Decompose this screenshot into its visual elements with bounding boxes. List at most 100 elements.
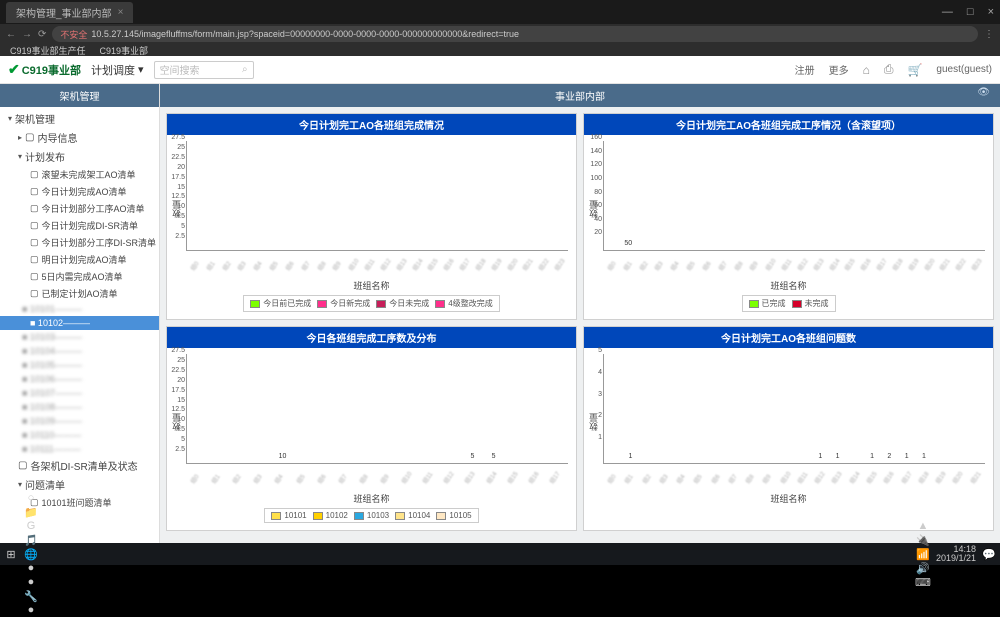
address-bar: ← → ⟳ 不安全 10.5.27.145/imagefluffms/form/… xyxy=(0,24,1000,44)
minimize-icon[interactable]: — xyxy=(942,6,953,18)
sidebar-item-blur[interactable]: ■ 10107——— xyxy=(0,386,159,400)
taskbar-app-icon[interactable]: G xyxy=(24,519,38,533)
sidebar-item-blur[interactable]: ■ 10104——— xyxy=(0,344,159,358)
folder-icon: ▢ xyxy=(25,132,34,143)
search-icon: ⌕ xyxy=(242,64,248,75)
taskbar-app-icon[interactable]: 🌐 xyxy=(24,547,38,561)
legend-swatch xyxy=(436,512,446,520)
sidebar-item-plan-child[interactable]: ▢已制定计划AO清单 xyxy=(0,285,159,302)
nav-dropdown[interactable]: 计划调度 ▾ xyxy=(91,62,144,78)
tab-title: 架构管理_事业部内部 xyxy=(16,5,112,20)
home-icon[interactable]: ⌂ xyxy=(863,63,870,77)
sidebar-item-disr[interactable]: ▢各架机DI-SR清单及状态 xyxy=(0,456,159,475)
legend-swatch xyxy=(792,300,802,308)
start-icon[interactable]: ⊞ xyxy=(4,547,18,561)
notification-icon[interactable]: 💬 xyxy=(982,547,996,561)
content: 事业部内部 👁 今日计划完工AO各班组完成情况 数量2.557.51012.51… xyxy=(160,84,1000,543)
sidebar-item-blur[interactable]: ■ 10111——— xyxy=(0,442,159,456)
eye-icon[interactable]: 👁 xyxy=(977,87,990,98)
search-input[interactable]: 空间搜索 ⌕ xyxy=(154,61,254,79)
sidebar-item-navinfo[interactable]: ▸▢内导信息 xyxy=(0,128,159,147)
sidebar-item-blur[interactable]: ■ 10109——— xyxy=(0,414,159,428)
chart-plot: 2040608010012014016050组0组1组2组3组4组5组6组7组8… xyxy=(603,141,985,251)
taskbar-app-icon[interactable]: 🎵 xyxy=(24,533,38,547)
sidebar-item-blur[interactable]: ■ 10103——— xyxy=(0,330,159,344)
sidebar-tree: ▾架机管理 ▸▢内导信息 ▾计划发布 ▢滚望未完成架工AO清单▢今日计划完成AO… xyxy=(0,107,159,513)
legend-item: 今日前已完成 xyxy=(250,298,311,309)
sidebar-item-plan-child[interactable]: ▢今日计划完成AO清单 xyxy=(0,183,159,200)
chart-plot: 2.557.51012.51517.52022.52527.5组0组1组2组3组… xyxy=(186,141,568,251)
nav-forward-icon[interactable]: → xyxy=(22,29,32,40)
tray-icon[interactable]: 📶 xyxy=(916,547,930,561)
taskbar-app-icon[interactable]: 🔧 xyxy=(24,589,38,603)
legend-item: 10101 xyxy=(271,511,306,520)
sidebar-item-plan-child[interactable]: ▢今日计划部分工序AO清单 xyxy=(0,200,159,217)
browser-tab[interactable]: 架构管理_事业部内部 × xyxy=(6,2,133,23)
bookmark-item[interactable]: C919事业部生产任 xyxy=(10,44,86,57)
close-icon[interactable]: × xyxy=(118,7,124,18)
tray-icon[interactable]: ▲ xyxy=(916,519,930,533)
chevron-down-icon: ▾ xyxy=(138,63,144,76)
content-header: 事业部内部 👁 xyxy=(160,84,1000,107)
cart-icon[interactable]: 🛒 xyxy=(907,63,922,77)
doc-icon: ▢ xyxy=(30,237,39,248)
nav-back-icon[interactable]: ← xyxy=(6,29,16,40)
caret-down-icon: ▾ xyxy=(18,480,22,489)
tray-icon[interactable]: 🔊 xyxy=(916,561,930,575)
sidebar-item-plan-child[interactable]: ▢滚望未完成架工AO清单 xyxy=(0,166,159,183)
taskbar-app-icon[interactable]: ● xyxy=(24,603,38,617)
sidebar-item-blur[interactable]: ■ 10108——— xyxy=(0,400,159,414)
logo-icon: ✔ xyxy=(8,61,20,78)
doc-icon: ▢ xyxy=(30,169,39,180)
app: ✔ C919事业部 计划调度 ▾ 空间搜索 ⌕ 注册 更多 ⌂ ⎙ 🛒 gues… xyxy=(0,56,1000,543)
user-label[interactable]: guest(guest) xyxy=(936,64,992,75)
tray-icon[interactable]: 🔌 xyxy=(916,533,930,547)
sidebar-item-plan-child[interactable]: ▢5日内需完成AO清单 xyxy=(0,268,159,285)
doc-icon: ▢ xyxy=(30,254,39,265)
sidebar-item-blur[interactable]: ■ 10105——— xyxy=(0,358,159,372)
main: 架机管理 ▾架机管理 ▸▢内导信息 ▾计划发布 ▢滚望未完成架工AO清单▢今日计… xyxy=(0,84,1000,543)
taskbar-app-icon[interactable]: ● xyxy=(24,561,38,575)
taskbar-app-icon[interactable]: ● xyxy=(24,575,38,589)
browser-chrome: 架构管理_事业部内部 × — □ × ← → ⟳ 不安全 10.5.27.145… xyxy=(0,0,1000,56)
sidebar-item-blur[interactable]: ■ 10102——— xyxy=(0,316,159,330)
nav-reload-icon[interactable]: ⟳ xyxy=(38,29,46,40)
sidebar-item-plan-child[interactable]: ▢明日计划完成AO清单 xyxy=(0,251,159,268)
chart-panel-2: 今日计划完工AO各班组完成工序情况（含滚望项） 数量20406080100120… xyxy=(583,113,994,320)
tray-icon[interactable]: ⌨ xyxy=(916,575,930,589)
close-window-icon[interactable]: × xyxy=(988,6,994,18)
bookmark-item[interactable]: C919事业部 xyxy=(100,44,149,57)
register-link[interactable]: 注册 xyxy=(795,62,815,77)
legend-item: 10104 xyxy=(395,511,430,520)
logo[interactable]: ✔ C919事业部 xyxy=(8,61,81,78)
doc-icon: ▢ xyxy=(30,186,39,197)
sidebar-item-plan[interactable]: ▾计划发布 xyxy=(0,147,159,166)
panel-title: 今日计划完工AO各班组问题数 xyxy=(584,327,993,348)
print-icon[interactable]: ⎙ xyxy=(884,62,894,77)
url-input[interactable]: 不安全 10.5.27.145/imagefluffms/form/main.j… xyxy=(52,26,978,42)
chart-panel-1: 今日计划完工AO各班组完成情况 数量2.557.51012.51517.5202… xyxy=(166,113,577,320)
x-axis-title: 班组名称 xyxy=(586,492,991,505)
chart-plot: 123451111211组0组1组2组3组4组5组6组7组8组9组10组11组1… xyxy=(603,354,985,464)
legend-swatch xyxy=(317,300,327,308)
sidebar-item-root[interactable]: ▾架机管理 xyxy=(0,109,159,128)
legend-swatch xyxy=(395,512,405,520)
menu-icon[interactable]: ⋮ xyxy=(984,29,994,40)
maximize-icon[interactable]: □ xyxy=(967,6,974,18)
taskbar-app-icon[interactable]: 📁 xyxy=(24,505,38,519)
taskbar: ⊞ ○📁G🎵🌐●●🔧● ▲🔌📶🔊⌨ 14:18 2019/1/21 💬 xyxy=(0,543,1000,565)
taskbar-app-icon[interactable]: ○ xyxy=(24,491,38,505)
sidebar-item-blur[interactable]: ■ 10106——— xyxy=(0,372,159,386)
tab-bar: 架构管理_事业部内部 × — □ × xyxy=(0,0,1000,24)
sidebar-item-plan-child[interactable]: ▢今日计划部分工序DI-SR清单 xyxy=(0,234,159,251)
legend-swatch xyxy=(749,300,759,308)
sidebar-item-blur[interactable]: ■ 10101——— xyxy=(0,302,159,316)
sidebar-item-plan-child[interactable]: ▢今日计划完成DI-SR清单 xyxy=(0,217,159,234)
more-link[interactable]: 更多 xyxy=(829,62,849,77)
sidebar-item-blur[interactable]: ■ 10110——— xyxy=(0,428,159,442)
panel-title: 今日计划完工AO各班组完成情况 xyxy=(167,114,576,135)
legend-item: 已完成 xyxy=(749,298,786,309)
legend-swatch xyxy=(313,512,323,520)
legend-swatch xyxy=(376,300,386,308)
x-axis-title: 班组名称 xyxy=(169,279,574,292)
